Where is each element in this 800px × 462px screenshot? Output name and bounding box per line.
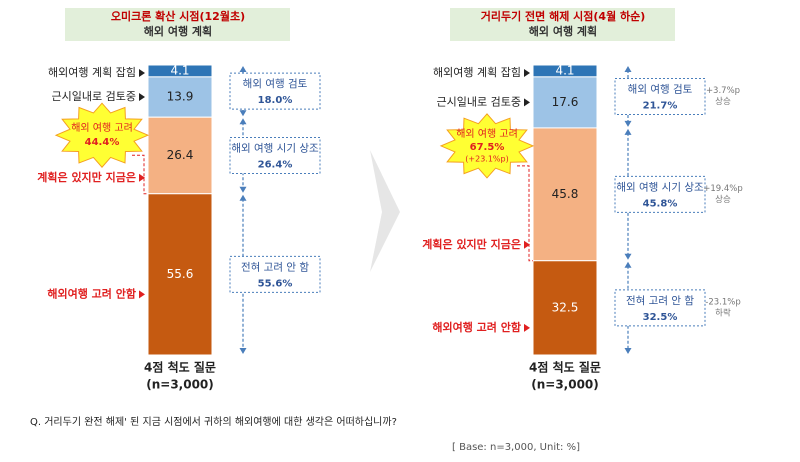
category-label: 근시일내로 검토중 — [437, 94, 521, 108]
group-name: 해외 여행 시기 상조 — [616, 180, 704, 193]
group-share: 55.6% — [258, 278, 293, 289]
transition-arrow — [370, 150, 400, 272]
arrow-head — [624, 348, 632, 354]
pointer — [524, 98, 530, 107]
segment-value: 32.5 — [552, 300, 579, 314]
highlight-burst — [54, 102, 150, 168]
highlight-change: (+23.1%p) — [465, 154, 508, 163]
arrow-head — [239, 110, 247, 117]
pointer — [139, 290, 145, 299]
pointer — [139, 173, 145, 182]
x-label: 4점 척도 질문 — [144, 360, 216, 375]
group-box — [229, 255, 321, 293]
highlight-bracket — [132, 154, 148, 195]
question: Q. 거리두기 완전 해제' 된 지금 시점에서 귀하의 해외여행에 대한 생각… — [30, 415, 397, 428]
highlight-label: 해외 여행 고려 — [456, 127, 518, 140]
arrow-head — [239, 66, 247, 72]
category-label: 해외여행 계획 잡힘 — [433, 65, 521, 79]
group-name: 해외 여행 시기 상조 — [231, 141, 319, 154]
group-direction: 상승 — [715, 96, 731, 107]
highlight-bracket — [517, 165, 533, 262]
category-label: 계획은 있지만 지금은 — [37, 170, 136, 184]
arrow-head — [239, 118, 247, 125]
pointer — [524, 69, 530, 77]
x-note: (n=3,000) — [146, 378, 214, 392]
group-share: 18.0% — [258, 95, 293, 106]
group-share: 21.7% — [643, 100, 678, 111]
group-name: 전혀 고려 안 함 — [241, 261, 309, 273]
chart-title: 거리두기 전면 해제 시점(4월 하순) — [481, 9, 646, 23]
arrow-head — [624, 261, 632, 268]
group-name: 전혀 고려 안 함 — [626, 295, 694, 307]
arrow-head — [239, 348, 247, 354]
bar-segment — [532, 260, 598, 356]
segment-value: 17.6 — [552, 95, 579, 109]
title-box — [450, 8, 675, 41]
chart-title: 오미크론 확산 시점(12월초) — [111, 9, 245, 23]
base-note: [ Base: n=3,000, Unit: %] — [452, 442, 580, 453]
group-box — [229, 136, 321, 174]
category-label: 해외여행 계획 잡힘 — [48, 65, 136, 79]
group-box — [614, 175, 706, 213]
segment-value: 55.6 — [167, 267, 194, 281]
group-change: +3.7%p — [706, 86, 740, 96]
group-share: 32.5% — [643, 312, 678, 323]
group-change: -23.1%p — [705, 297, 740, 307]
segment-value: 45.8 — [552, 187, 579, 201]
arrow-head — [239, 194, 247, 201]
arrow-head — [239, 186, 247, 193]
group-direction: 하락 — [715, 307, 731, 318]
category-label: 근시일내로 검토중 — [52, 89, 136, 103]
group-box — [614, 77, 706, 115]
arrow-head — [624, 120, 632, 127]
group-box — [229, 72, 321, 110]
x-note: (n=3,000) — [531, 378, 599, 392]
pointer — [524, 323, 530, 332]
group-name: 해외 여행 검토 — [243, 77, 308, 90]
pointer — [139, 93, 145, 102]
group-direction: 상승 — [715, 194, 731, 205]
highlight-share: 44.4% — [85, 137, 120, 148]
pointer — [139, 69, 145, 77]
bar-segment — [147, 193, 213, 356]
group-share: 45.8% — [643, 198, 678, 209]
segment-value: 4.1 — [555, 63, 574, 77]
chart-subtitle: 해외 여행 계획 — [144, 24, 212, 38]
x-label: 4점 척도 질문 — [529, 360, 601, 375]
pointer — [524, 240, 530, 249]
chart-subtitle: 해외 여행 계획 — [529, 24, 597, 38]
category-label: 계획은 있지만 지금은 — [422, 237, 521, 251]
bar-segment — [147, 116, 213, 195]
highlight-share: 67.5% — [470, 142, 505, 153]
group-name: 해외 여행 검토 — [628, 82, 693, 95]
group-change: +19.4%p — [703, 184, 743, 194]
highlight-label: 해외 여행 고려 — [71, 121, 133, 134]
title-box — [65, 8, 290, 41]
category-label: 해외여행 고려 안함 — [47, 286, 136, 300]
segment-value: 4.1 — [170, 63, 189, 77]
group-share: 26.4% — [258, 159, 293, 170]
arrow-head — [624, 253, 632, 260]
bar-segment — [147, 76, 213, 118]
category-label: 해외여행 고려 안함 — [432, 320, 521, 334]
segment-value: 13.9 — [167, 90, 194, 104]
group-box — [614, 289, 706, 327]
bar-segment — [532, 127, 598, 262]
arrow-head — [624, 66, 632, 72]
bar-segment — [532, 76, 598, 129]
highlight-burst — [439, 113, 535, 179]
segment-value: 26.4 — [167, 148, 194, 162]
arrow-head — [624, 128, 632, 135]
